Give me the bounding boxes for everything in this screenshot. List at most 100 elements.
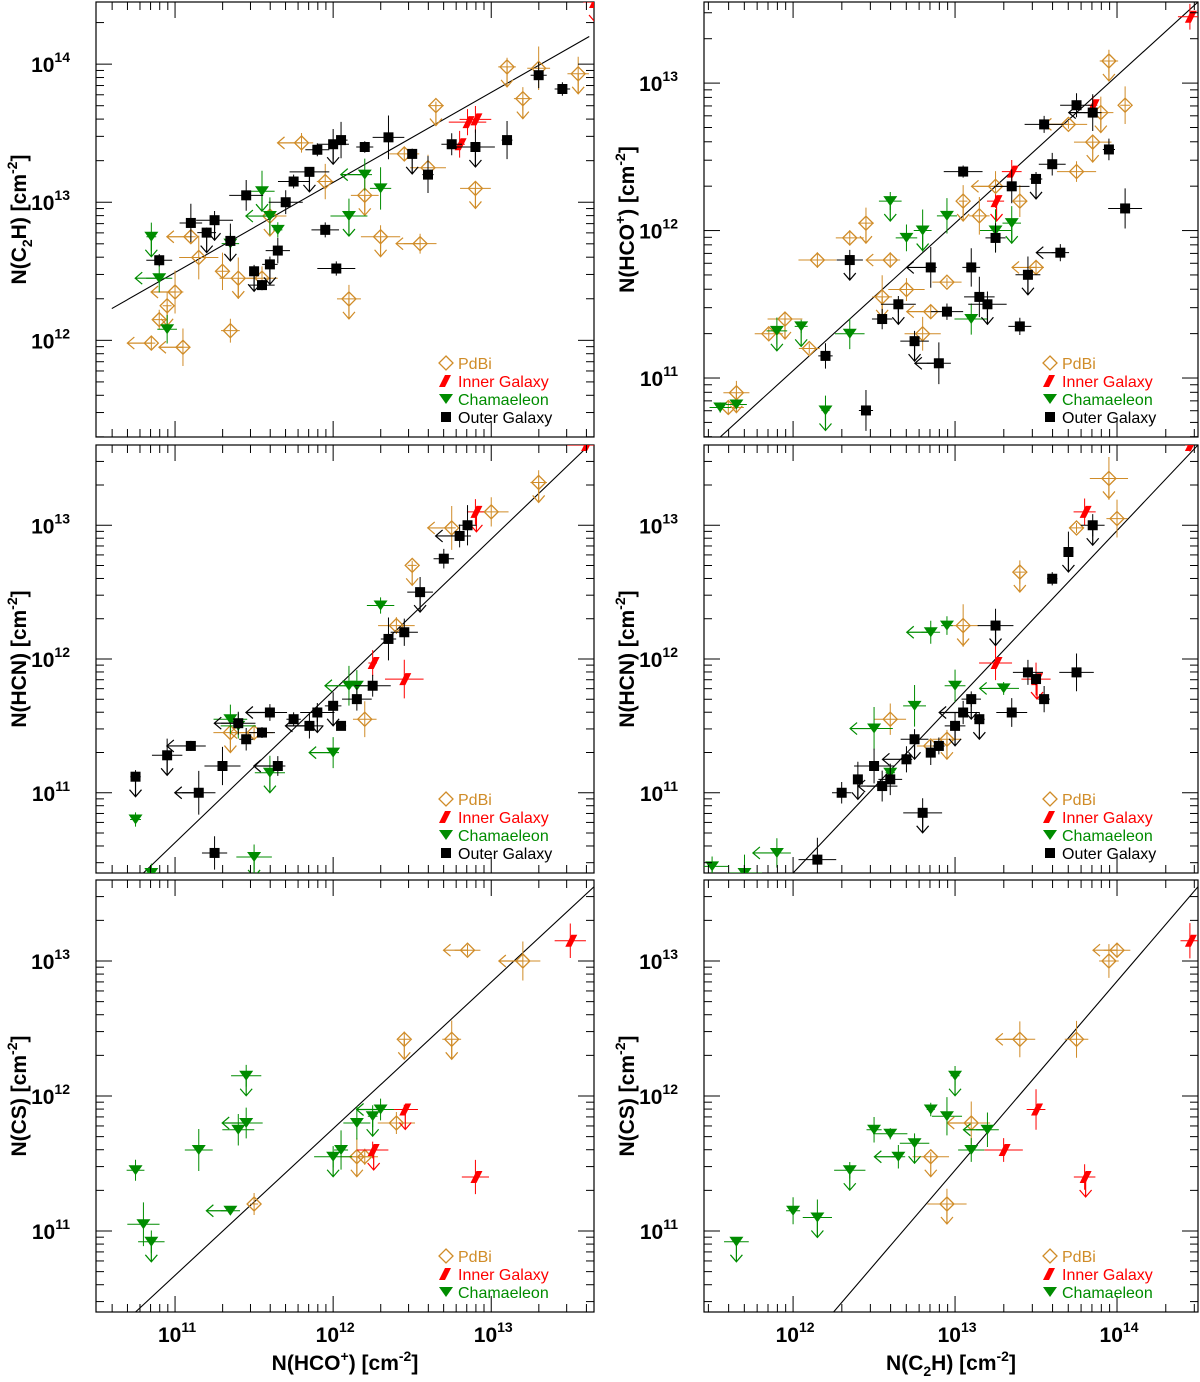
data-point (760, 325, 777, 342)
data-point (356, 711, 373, 728)
upper-limit-arrow (1092, 943, 1118, 957)
series-pdbi (126, 46, 589, 367)
plot-area (128, 445, 594, 873)
data-point (842, 1165, 857, 1176)
plot-frame (95, 444, 595, 874)
upper-limit-arrow (468, 188, 482, 210)
upper-limit-arrow (1011, 260, 1037, 274)
data-point (1184, 445, 1194, 451)
error-bar (888, 278, 925, 301)
upper-limit-arrow (956, 201, 970, 222)
upper-limit-arrow (873, 1150, 899, 1164)
data-point (987, 178, 1004, 195)
legend-label-cham: Chamaeleon (458, 1285, 549, 1302)
data-point (964, 1145, 979, 1155)
data-point (334, 1145, 349, 1155)
legend-label-outer: Outer Galaxy (1062, 410, 1156, 427)
series-outer (129, 505, 477, 870)
legend-marker-outer (441, 412, 451, 422)
data-point (1079, 505, 1092, 518)
data-point (948, 1070, 963, 1081)
data-point (443, 520, 460, 536)
legend-marker-outer (1045, 412, 1055, 422)
plot-frame (703, 879, 1199, 1313)
legend-marker-pdbi (438, 355, 454, 371)
legend-label-cham: Chamaeleon (458, 828, 549, 845)
data-point (907, 1138, 922, 1149)
data-point (557, 84, 568, 94)
fit-line (135, 886, 594, 1312)
upper-limit-arrow (905, 305, 931, 319)
tick-marks (704, 880, 1198, 1312)
legend-marker-inner (1043, 811, 1055, 823)
series-outer (798, 514, 1105, 873)
data-point (1087, 520, 1098, 531)
data-point (713, 402, 728, 413)
legend-marker-outer (441, 848, 451, 858)
series-inner (984, 923, 1198, 1198)
data-point (326, 1151, 341, 1162)
data-point (1103, 144, 1114, 155)
legend-marker-pdbi (1042, 355, 1058, 371)
data-point (964, 314, 979, 325)
data-point (883, 1128, 898, 1139)
legend-marker-pdbi (438, 1248, 454, 1264)
data-point (990, 232, 1001, 243)
data-point (159, 297, 176, 314)
y-axis-title: N(CS) [cm-2] (612, 1036, 639, 1157)
data-point (326, 747, 341, 758)
data-point (1011, 193, 1028, 209)
data-point (383, 132, 394, 143)
data-point (331, 263, 342, 274)
data-point (317, 173, 334, 190)
data-point (233, 718, 244, 729)
legend-label-pdbi: PdBi (458, 356, 492, 373)
upper-limit-arrow (134, 271, 160, 285)
upper-limit-arrow (778, 319, 792, 340)
upper-limit-arrow (445, 1039, 459, 1061)
plot-area (111, 2, 594, 367)
data-point (239, 1118, 254, 1128)
data-point (705, 861, 720, 872)
data-point (922, 303, 939, 320)
data-point (144, 1236, 159, 1247)
upper-limit-arrow (1094, 112, 1108, 134)
data-point (729, 399, 744, 410)
legend-label-pdbi: PdBi (1062, 792, 1096, 809)
legend-marker-cham (439, 1287, 453, 1297)
y-tick-label: 1011 (32, 778, 70, 806)
upper-limit-arrow (970, 179, 996, 193)
data-point (1011, 1031, 1028, 1048)
data-point (399, 627, 410, 638)
data-point (412, 235, 429, 252)
error-bar (932, 277, 962, 287)
plot-frame (703, 1, 1199, 438)
legend-label-pdbi: PdBi (458, 792, 492, 809)
y-tick-label: 1013 (31, 187, 70, 215)
data-point (990, 195, 1003, 208)
data-point (293, 134, 310, 151)
data-point (182, 228, 199, 245)
data-point (272, 245, 283, 256)
data-point (589, 2, 594, 8)
data-point (438, 553, 449, 564)
data-point (809, 252, 826, 268)
data-point (143, 335, 160, 352)
data-point (388, 1115, 405, 1131)
data-point (160, 324, 175, 335)
data-point (351, 694, 362, 705)
x-tick-label: 1013 (938, 1319, 977, 1347)
data-point (1084, 134, 1101, 151)
data-point (530, 474, 547, 491)
error-bar (316, 163, 334, 200)
data-point (288, 176, 299, 187)
data-point (581, 445, 591, 451)
upper-limit-arrow (126, 336, 152, 350)
data-point (893, 299, 904, 310)
data-point (998, 1144, 1011, 1156)
chart-panel-6: 1011 1012 1013 1012 1013 1014 N(CS) [cm-2] N(C2… (612, 879, 1199, 1379)
data-point (514, 90, 531, 107)
plot-area (709, 2, 1198, 437)
